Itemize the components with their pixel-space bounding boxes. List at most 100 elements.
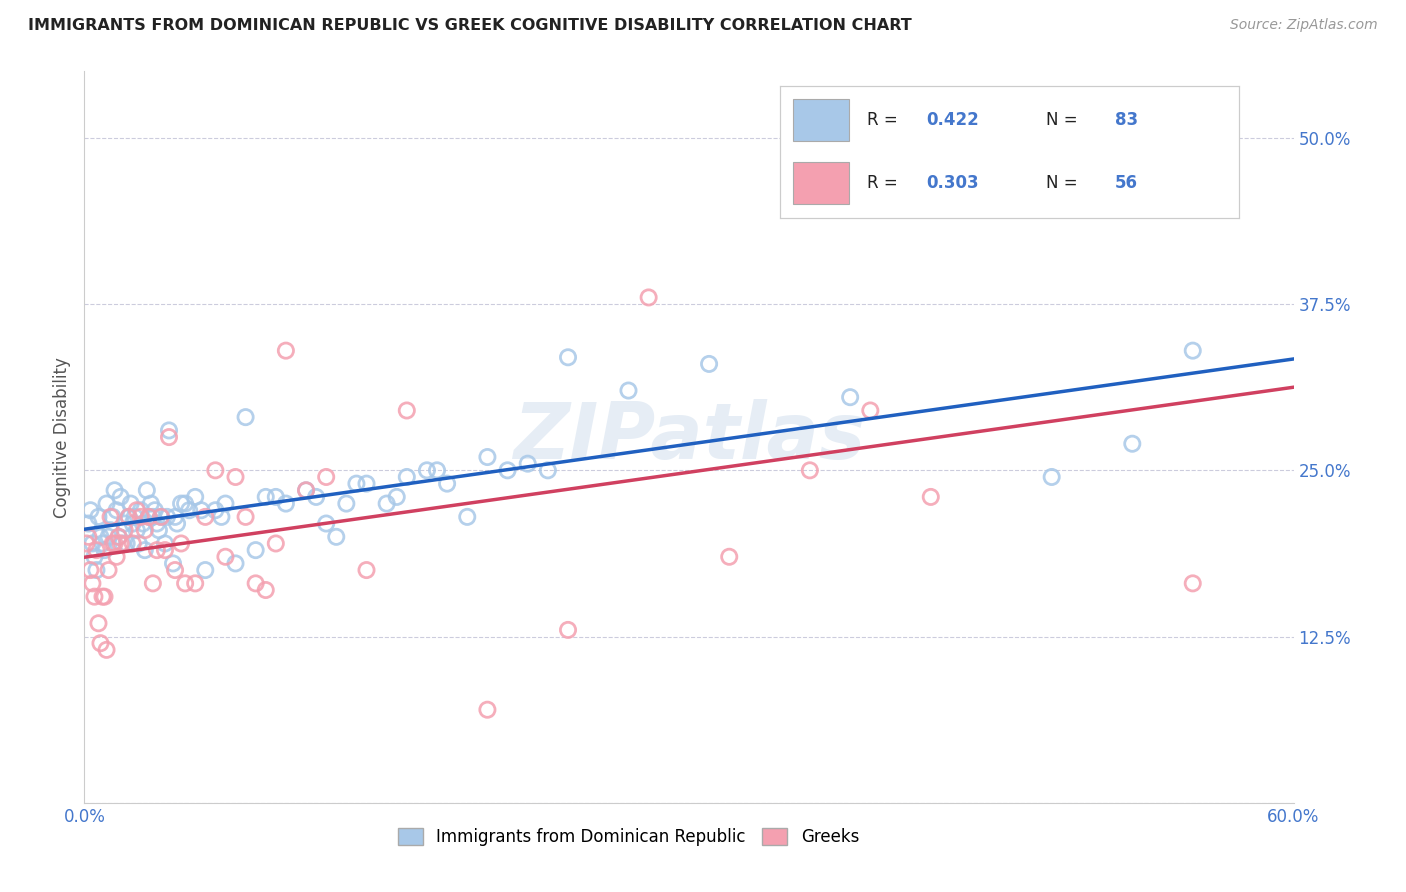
Point (118, 509, 141, 524)
Point (477, 450, 499, 464)
Point (101, 536, 124, 550)
Point (107, 530, 129, 544)
Point (395, 470, 418, 484)
Point (264, 536, 287, 550)
Point (162, 557, 184, 571)
Point (148, 523, 170, 537)
Point (105, 503, 128, 517)
Point (537, 463, 560, 477)
Point (557, 623, 579, 637)
Point (718, 549, 741, 564)
Point (1181, 343, 1204, 358)
Point (496, 463, 519, 477)
Point (356, 476, 378, 491)
Point (395, 403, 418, 417)
Point (1040, 470, 1063, 484)
Point (920, 490, 942, 504)
Point (557, 351, 579, 365)
Point (107, 530, 129, 544)
Point (839, 390, 862, 404)
Point (315, 516, 337, 531)
Point (138, 509, 160, 524)
Point (121, 516, 143, 531)
Point (115, 536, 138, 550)
Point (516, 457, 538, 471)
Point (87, 616, 110, 631)
Point (135, 483, 157, 498)
Point (134, 523, 156, 537)
Point (91, 590, 114, 604)
Point (77, 530, 100, 544)
Point (114, 523, 136, 537)
Point (143, 503, 166, 517)
Point (214, 549, 236, 564)
Point (456, 509, 478, 524)
Point (799, 463, 821, 477)
Point (156, 509, 179, 524)
Point (104, 483, 127, 498)
Point (97, 563, 120, 577)
Point (184, 576, 207, 591)
Point (225, 557, 247, 571)
Point (149, 509, 172, 524)
Point (245, 543, 267, 558)
Point (194, 563, 217, 577)
Point (83, 590, 105, 604)
Point (697, 357, 720, 371)
Point (121, 536, 143, 550)
Y-axis label: Cognitive Disability: Cognitive Disability (53, 357, 72, 517)
Point (142, 576, 165, 591)
Point (274, 497, 297, 511)
Point (204, 463, 226, 477)
Point (859, 403, 882, 417)
Point (139, 497, 162, 511)
Point (194, 509, 217, 524)
Point (86, 563, 108, 577)
Point (93, 590, 115, 604)
Point (153, 536, 176, 550)
Point (254, 582, 277, 597)
Point (97, 530, 120, 544)
Point (105, 549, 128, 564)
Point (204, 503, 226, 517)
Point (96, 643, 118, 657)
Point (89, 636, 111, 650)
Point (477, 703, 499, 717)
Point (179, 503, 201, 517)
Legend: Immigrants from Dominican Republic, Greeks: Immigrants from Dominican Republic, Gree… (391, 822, 866, 853)
Point (146, 516, 169, 531)
Point (1121, 436, 1143, 450)
Point (254, 490, 277, 504)
Point (1181, 576, 1204, 591)
Point (125, 503, 148, 517)
Point (305, 490, 328, 504)
Point (214, 497, 236, 511)
Point (245, 576, 267, 591)
Point (89, 530, 111, 544)
Point (385, 490, 408, 504)
Point (79, 563, 101, 577)
Point (149, 509, 172, 524)
Point (125, 523, 148, 537)
Point (134, 543, 156, 558)
Point (165, 563, 187, 577)
Text: IMMIGRANTS FROM DOMINICAN REPUBLIC VS GREEK COGNITIVE DISABILITY CORRELATION CHA: IMMIGRANTS FROM DOMINICAN REPUBLIC VS GR… (28, 18, 912, 33)
Point (225, 470, 247, 484)
Point (637, 290, 659, 304)
Point (110, 536, 132, 550)
Point (184, 490, 207, 504)
Point (142, 509, 165, 524)
Point (82, 576, 104, 591)
Point (165, 509, 187, 524)
Point (153, 543, 176, 558)
Point (1000, 131, 1022, 145)
Point (79, 503, 101, 517)
Point (111, 536, 134, 550)
Point (335, 497, 357, 511)
Point (129, 503, 152, 517)
Point (315, 470, 337, 484)
Point (325, 530, 347, 544)
Point (83, 549, 105, 564)
Point (617, 384, 640, 398)
Point (157, 424, 180, 438)
